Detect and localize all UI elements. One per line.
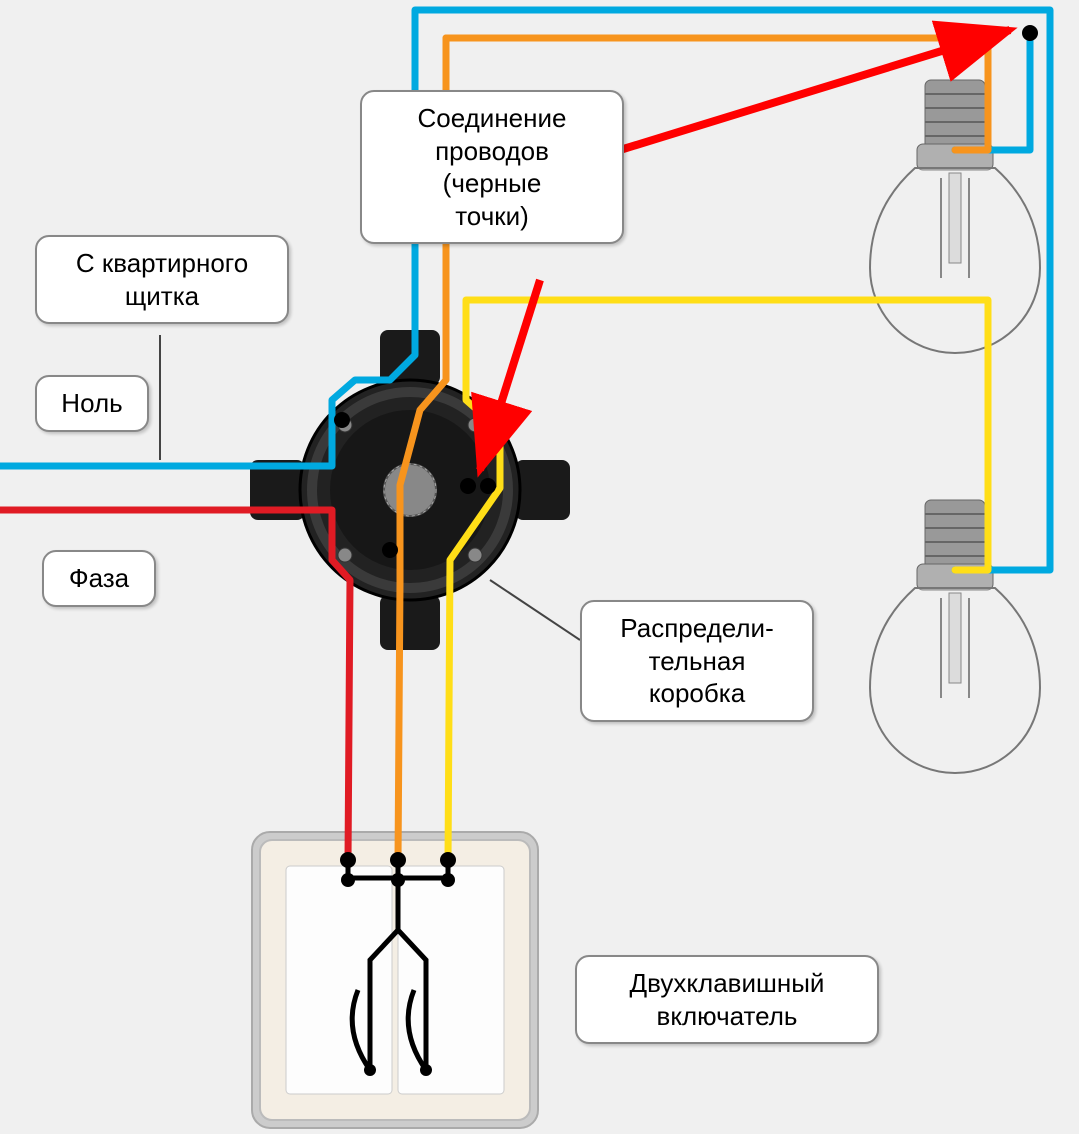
label-switch: Двухклавишный включатель [575,955,879,1044]
label-phase: Фаза [42,550,156,607]
label-panel: С квартирного щитка [35,235,289,324]
diagram-canvas: Соединение проводов (черные точки) С ква… [0,0,1079,1134]
label-neutral: Ноль [35,375,149,432]
label-junction: Распредели- тельная коробка [580,600,814,722]
label-connection: Соединение проводов (черные точки) [360,90,624,244]
